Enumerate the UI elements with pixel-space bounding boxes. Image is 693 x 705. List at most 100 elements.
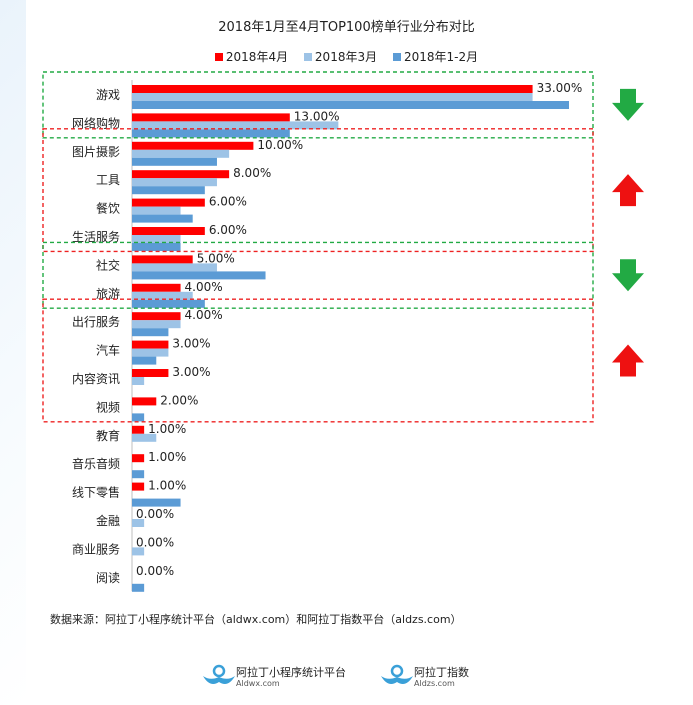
- data-label: 4.00%: [185, 308, 223, 322]
- bar-mar: [132, 178, 217, 187]
- category-label: 视频: [96, 399, 120, 414]
- category-label: 汽车: [96, 343, 120, 358]
- aladdin-index-logo-icon: [381, 664, 413, 684]
- down-arrow-icon: [612, 259, 644, 292]
- bar-apr: [132, 85, 533, 93]
- bar-apr: [132, 170, 230, 179]
- logo-statistics-platform-domain: Aldwx.com: [236, 679, 280, 688]
- bar-mar: [132, 519, 145, 527]
- category-label: 游戏: [96, 88, 120, 102]
- aladdin-lamp-logo-icon: [203, 664, 235, 684]
- data-label: 0.00%: [136, 535, 174, 549]
- bar-mar: [132, 433, 157, 442]
- category-label: 商业服务: [72, 541, 120, 556]
- category-label: 内容资讯: [72, 371, 120, 386]
- chart-legend: 2018年4月 2018年3月 2018年1-2月: [0, 48, 693, 65]
- bar-apr: [132, 340, 169, 349]
- data-label: 1.00%: [148, 422, 186, 436]
- category-label: 餐饮: [96, 201, 120, 216]
- category-label: 社交: [96, 257, 120, 272]
- bar-apr: [132, 312, 181, 321]
- data-label: 5.00%: [197, 251, 235, 265]
- data-label: 6.00%: [209, 195, 247, 209]
- bar-apr: [132, 283, 181, 292]
- bar-apr: [132, 397, 157, 406]
- bar-apr: [132, 113, 290, 122]
- category-label: 旅游: [96, 287, 120, 301]
- category-label: 线下零售: [72, 485, 120, 500]
- group-highlight-box: [42, 71, 594, 139]
- legend-swatch-janfeb: [392, 53, 401, 61]
- bar-apr: [132, 255, 193, 264]
- bar-janfeb: [132, 243, 181, 251]
- logo-index-platform-name: 阿拉丁指数: [414, 666, 469, 679]
- group-highlight-box: [42, 128, 594, 253]
- data-label: 0.00%: [136, 564, 174, 578]
- legend-item-mar: 2018年3月: [303, 48, 378, 65]
- data-label: 4.00%: [185, 280, 223, 294]
- data-source-note: 数据来源：阿拉丁小程序统计平台（aldwx.com）和阿拉丁指数平台（aldzs…: [50, 613, 462, 626]
- up-arrow-icon: [612, 174, 644, 207]
- bar-janfeb: [132, 470, 145, 479]
- bar-mar: [132, 121, 339, 130]
- data-label: 6.00%: [209, 223, 247, 237]
- bar-janfeb: [132, 157, 217, 166]
- legend-label-apr: 2018年4月: [225, 50, 289, 64]
- legend-swatch-mar: [303, 53, 312, 61]
- bar-janfeb: [132, 583, 145, 592]
- logo-statistics-platform-name: 阿拉丁小程序统计平台: [236, 666, 346, 679]
- category-label: 金融: [96, 513, 120, 528]
- bar-janfeb: [132, 356, 157, 365]
- data-label: 2.00%: [160, 393, 198, 407]
- group-highlight-box: [42, 298, 594, 423]
- legend-swatch-apr: [214, 53, 223, 61]
- bar-janfeb: [132, 214, 193, 223]
- data-label: 1.00%: [148, 450, 186, 464]
- data-label: 1.00%: [148, 479, 186, 493]
- bar-mar: [132, 377, 145, 385]
- bar-mar: [132, 547, 145, 556]
- bar-janfeb: [132, 129, 290, 138]
- bar-janfeb: [132, 101, 569, 109]
- bar-apr: [132, 198, 205, 207]
- legend-label-janfeb: 2018年1-2月: [403, 50, 479, 64]
- bar-janfeb: [132, 271, 266, 280]
- category-label: 图片摄影: [72, 144, 120, 159]
- data-label: 13.00%: [294, 109, 340, 123]
- bar-janfeb: [132, 186, 205, 195]
- logo-index-platform-domain: Aldzs.com: [414, 679, 455, 688]
- chart-title: 2018年1月至4月TOP100榜单行业分布对比: [218, 20, 475, 35]
- data-label: 0.00%: [136, 507, 174, 521]
- data-label: 10.00%: [257, 138, 303, 152]
- data-label: 3.00%: [172, 365, 210, 379]
- legend-label-mar: 2018年3月: [314, 50, 378, 64]
- category-label: 网络购物: [72, 115, 120, 130]
- down-arrow-icon: [612, 88, 644, 121]
- bar-mar: [132, 149, 230, 158]
- category-label: 音乐音频: [72, 456, 120, 471]
- up-arrow-icon: [612, 344, 644, 377]
- legend-item-janfeb: 2018年1-2月: [392, 48, 479, 65]
- bar-apr: [132, 227, 205, 235]
- bar-mar: [132, 291, 193, 300]
- category-label: 生活服务: [72, 229, 120, 244]
- bar-mar: [132, 263, 217, 272]
- bar-janfeb: [132, 413, 145, 422]
- background-accent: [0, 0, 26, 705]
- category-label: 出行服务: [72, 314, 120, 329]
- bar-mar: [132, 348, 169, 357]
- category-label: 工具: [96, 173, 120, 187]
- bar-mar: [132, 235, 181, 243]
- bar-janfeb: [132, 498, 181, 507]
- bar-janfeb: [132, 299, 205, 308]
- bar-mar: [132, 206, 181, 215]
- category-label: 教育: [96, 428, 120, 443]
- bar-mar: [132, 320, 181, 329]
- data-label: 8.00%: [233, 166, 271, 180]
- data-label: 33.00%: [537, 81, 583, 95]
- bar-apr: [132, 141, 254, 150]
- bar-mar: [132, 93, 533, 101]
- group-highlight-box: [42, 241, 594, 309]
- bar-apr: [132, 425, 145, 434]
